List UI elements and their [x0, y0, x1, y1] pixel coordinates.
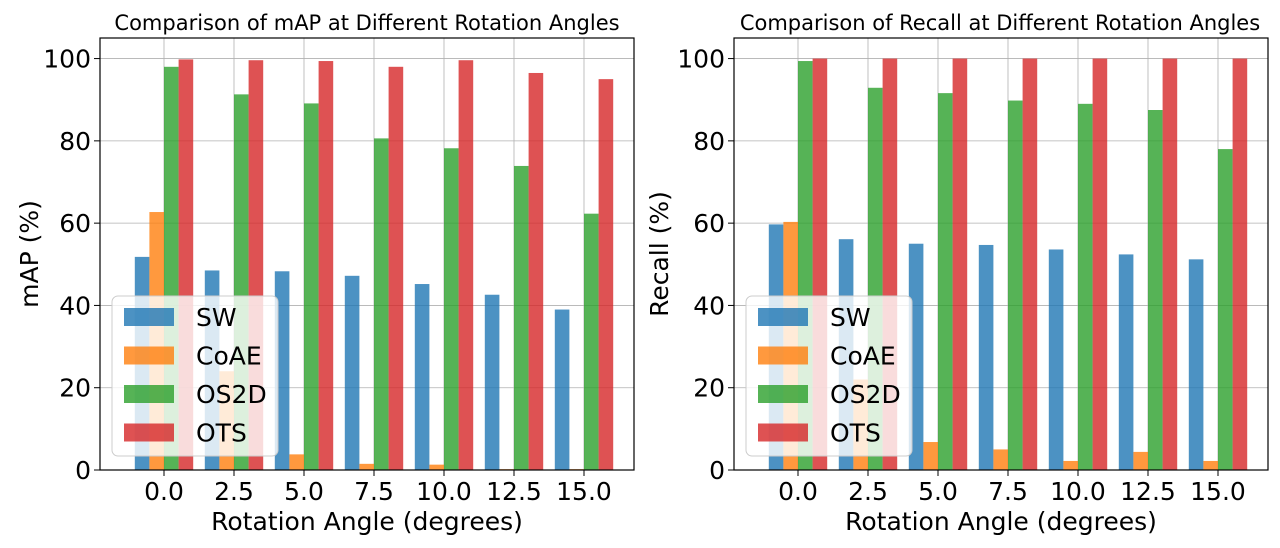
legend-swatch-coae	[124, 346, 174, 365]
bar-sw	[484, 294, 500, 470]
y-axis-label: mAP (%)	[15, 200, 44, 308]
bar-ots	[598, 79, 614, 470]
bar-coae	[289, 454, 304, 470]
y-axis-label: Recall (%)	[645, 191, 674, 317]
bar-os2d	[304, 103, 319, 471]
legend-label-coae: CoAE	[196, 342, 262, 371]
bar-coae	[1063, 460, 1078, 470]
legend-swatch-coae	[758, 346, 808, 365]
bar-sw	[1118, 254, 1134, 470]
bar-ots	[952, 58, 968, 470]
bar-sw	[978, 244, 994, 470]
y-tick-label: 40	[59, 291, 91, 320]
bar-coae	[359, 463, 374, 470]
x-tick-label: 10.0	[416, 477, 472, 506]
y-tick-label: 60	[693, 209, 725, 238]
x-tick-label: 15.0	[556, 477, 612, 506]
bar-sw	[414, 284, 430, 470]
legend-label-os2d: OS2D	[830, 380, 901, 409]
legend-label-ots: OTS	[830, 419, 881, 448]
bar-coae	[993, 449, 1008, 470]
y-tick-label: 80	[59, 127, 91, 156]
bar-os2d	[374, 138, 389, 470]
bar-os2d	[938, 93, 953, 470]
x-tick-label: 0.0	[144, 477, 184, 506]
legend: SW CoAE OS2D OTS	[745, 295, 913, 457]
legend-label-ots: OTS	[196, 419, 247, 448]
y-tick-label: 40	[693, 291, 725, 320]
bar-sw	[1048, 249, 1064, 470]
x-ticks: 0.0 2.5 5.0 7.5 10.0 12.5 15.0	[144, 470, 612, 506]
bar-coae	[1203, 460, 1218, 470]
legend: SW CoAE OS2D OTS	[111, 295, 279, 457]
bar-os2d	[444, 148, 459, 470]
chart-panel-map: Comparison of mAP at Different Rotation …	[15, 11, 635, 536]
x-tick-label: 7.5	[354, 477, 394, 506]
legend-box	[111, 295, 279, 457]
y-tick-label: 100	[677, 45, 725, 74]
x-tick-label: 0.0	[778, 477, 818, 506]
bar-os2d	[1218, 149, 1233, 470]
bar-coae	[429, 464, 444, 470]
y-tick-label: 80	[693, 127, 725, 156]
y-ticks: 0 20 40 60 80 100	[677, 45, 734, 485]
y-tick-label: 20	[693, 374, 725, 403]
bar-ots	[318, 61, 334, 470]
chart-title: Comparison of Recall at Different Rotati…	[740, 11, 1260, 35]
bar-ots	[528, 72, 544, 470]
bar-os2d	[1148, 110, 1163, 470]
legend-swatch-ots	[124, 423, 174, 442]
legend-label-sw: SW	[196, 303, 237, 332]
legend-box	[745, 295, 913, 457]
legend-label-coae: CoAE	[830, 342, 896, 371]
x-tick-label: 2.5	[214, 477, 254, 506]
x-tick-label: 12.5	[486, 477, 542, 506]
bar-ots	[1092, 58, 1108, 470]
bar-coae	[923, 442, 938, 470]
chart-panel-recall: Comparison of Recall at Different Rotati…	[645, 11, 1269, 536]
legend-label-sw: SW	[830, 303, 871, 332]
x-tick-label: 10.0	[1050, 477, 1106, 506]
plot-frame	[733, 37, 1269, 471]
x-ticks: 0.0 2.5 5.0 7.5 10.0 12.5 15.0	[778, 470, 1246, 506]
bar-sw	[554, 309, 570, 470]
legend-swatch-sw	[758, 308, 808, 326]
bar-ots	[458, 60, 474, 470]
bar-coae	[1133, 451, 1148, 470]
x-axis-label: Rotation Angle (degrees)	[845, 507, 1157, 536]
y-tick-label: 60	[59, 209, 91, 238]
bar-ots	[1232, 58, 1248, 470]
y-tick-label: 20	[59, 374, 91, 403]
y-tick-label: 0	[709, 456, 725, 485]
bar-ots	[388, 66, 404, 471]
bar-os2d	[1078, 103, 1093, 470]
bar-sw	[344, 275, 360, 470]
x-tick-label: 7.5	[988, 477, 1028, 506]
x-tick-label: 15.0	[1190, 477, 1246, 506]
bar-sw	[1188, 259, 1204, 470]
y-tick-label: 0	[75, 456, 91, 485]
plot-frame	[99, 37, 635, 471]
bar-ots	[1022, 58, 1038, 470]
legend-swatch-os2d	[758, 385, 808, 403]
legend-swatch-ots	[758, 423, 808, 442]
y-ticks: 0 20 40 60 80 100	[43, 45, 100, 485]
legend-swatch-sw	[124, 308, 174, 326]
x-tick-label: 2.5	[848, 477, 888, 506]
bar-os2d	[514, 165, 529, 470]
x-tick-label: 5.0	[284, 477, 324, 506]
x-tick-label: 5.0	[918, 477, 958, 506]
bar-ots	[1162, 58, 1178, 470]
bar-os2d	[1008, 100, 1023, 470]
legend-label-os2d: OS2D	[196, 380, 267, 409]
x-axis-label: Rotation Angle (degrees)	[211, 507, 523, 536]
x-tick-label: 12.5	[1120, 477, 1176, 506]
legend-swatch-os2d	[124, 385, 174, 403]
bar-os2d	[584, 213, 599, 470]
chart-title: Comparison of mAP at Different Rotation …	[114, 11, 619, 35]
y-tick-label: 100	[43, 45, 91, 74]
